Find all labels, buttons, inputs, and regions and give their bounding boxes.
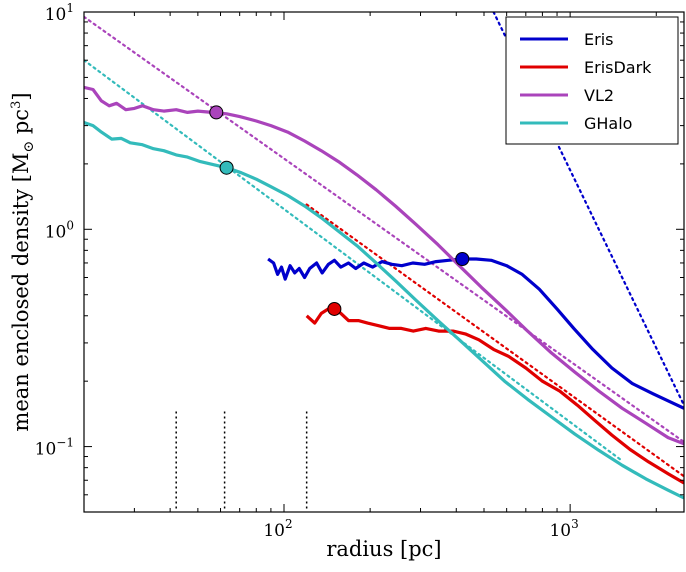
y-tick-label-exp: 0 [66, 218, 74, 232]
y-axis-label: mean enclosed density [M⊙ pc3] [9, 92, 37, 431]
x-tick-label-exp: 2 [285, 517, 293, 531]
x-tick-label: 102 [263, 517, 292, 541]
y-tick-label: 101 [45, 1, 74, 25]
legend: Eris ErisDark VL2 GHalo [505, 16, 679, 145]
x-tick-label-base: 10 [263, 521, 285, 541]
series-marker-eris [455, 251, 470, 266]
y-tick-label-base: 10 [35, 440, 57, 460]
x-axis-label: radius [pc] [326, 537, 441, 561]
y-tick-label-exp: −1 [56, 436, 74, 450]
x-tick-label: 103 [549, 517, 578, 541]
legend-label-erisdark: ErisDark [584, 58, 652, 77]
series-line-ghalo [84, 120, 684, 500]
legend-label-eris: Eris [584, 30, 613, 49]
y-tick-label: 100 [45, 218, 74, 242]
series-marker-vl2 [209, 105, 224, 120]
x-tick-label-exp: 3 [571, 517, 579, 531]
series-marker-ghalo [219, 160, 234, 175]
series-lines [84, 85, 684, 500]
y-axis-label-tail: pc [9, 109, 33, 141]
y-tick-label: 10−1 [35, 436, 74, 460]
x-tick-label-base: 10 [549, 521, 571, 541]
vertical-markers [175, 411, 308, 512]
legend-label-ghalo: GHalo [584, 114, 632, 133]
series-line-vl2 [84, 85, 684, 446]
legend-label-vl2: VL2 [584, 86, 614, 105]
fit-line-erisdark [305, 203, 684, 478]
fit-line-vl2 [84, 15, 684, 444]
y-axis-label-main: mean enclosed density [M [9, 153, 33, 432]
plot-frame [83, 11, 685, 513]
y-tick-label-exp: 1 [66, 1, 74, 15]
y-axis-label-sup: 3 [9, 101, 24, 109]
series-marker-erisdark [327, 301, 342, 316]
series-line-erisdark [305, 307, 684, 485]
y-tick-label-base: 10 [45, 5, 67, 25]
y-axis-label-close: ] [9, 92, 33, 100]
y-axis-label-sub: ⊙ [21, 141, 37, 153]
y-tick-label-base: 10 [45, 222, 67, 242]
series-line-eris [267, 257, 684, 410]
series-markers [209, 105, 470, 316]
fit-line-ghalo [84, 59, 624, 462]
